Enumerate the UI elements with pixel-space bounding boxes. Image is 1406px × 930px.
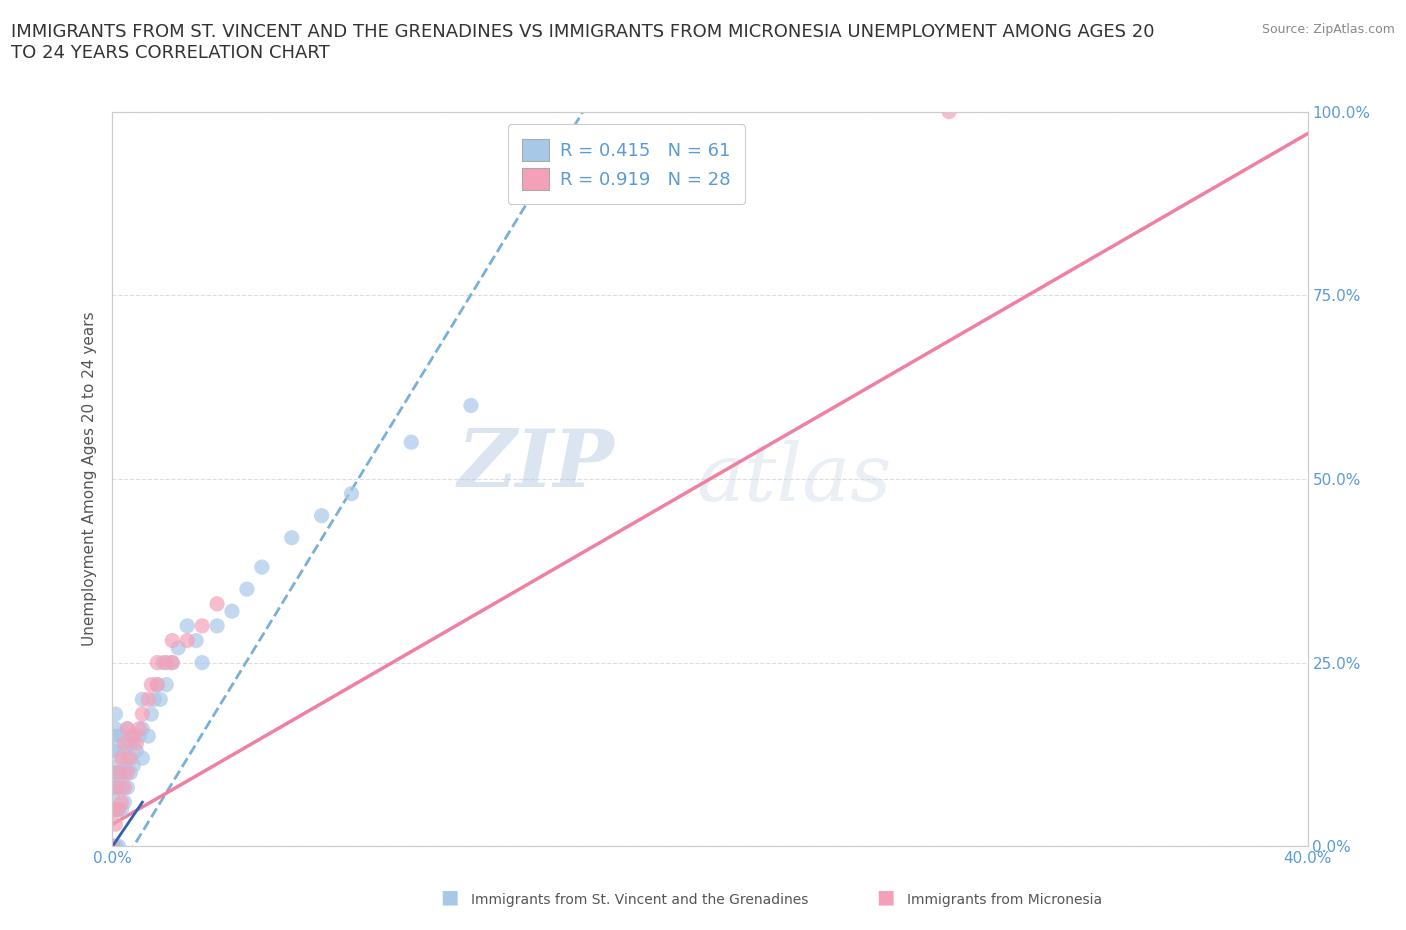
Point: [281, 530, 304, 545]
Point: [162, 633, 183, 648]
Point: [114, 780, 135, 795]
Y-axis label: Unemployment Among Ages 20 to 24 years: Unemployment Among Ages 20 to 24 years: [82, 312, 97, 646]
Point: [120, 765, 142, 780]
Point: [104, 722, 127, 737]
Point: [191, 618, 214, 633]
Point: [107, 765, 129, 780]
Point: [236, 582, 259, 597]
Point: [101, 743, 124, 758]
Point: [110, 765, 132, 780]
Point: [221, 604, 243, 618]
Point: [104, 802, 127, 817]
Point: [146, 656, 169, 671]
Point: [131, 707, 153, 722]
Point: [340, 486, 363, 501]
Point: [114, 736, 135, 751]
Point: [107, 729, 129, 744]
Point: [117, 780, 139, 795]
Point: [125, 736, 148, 751]
Point: [104, 780, 127, 795]
Point: [104, 780, 127, 795]
Point: [155, 677, 177, 692]
Text: atlas: atlas: [696, 440, 891, 518]
Point: [250, 560, 273, 575]
Point: [125, 743, 148, 758]
Point: [107, 839, 129, 854]
Text: ■: ■: [440, 888, 460, 907]
Point: [146, 677, 169, 692]
Point: [101, 788, 124, 803]
Point: [205, 618, 228, 633]
Point: [162, 656, 183, 671]
Point: [101, 839, 124, 854]
Point: [205, 596, 228, 611]
Point: [128, 729, 150, 744]
Point: [104, 743, 127, 758]
Point: [167, 641, 190, 656]
Point: [120, 751, 142, 765]
Text: ZIP: ZIP: [457, 426, 614, 503]
Point: [162, 656, 183, 671]
Point: [131, 722, 153, 737]
Point: [141, 707, 163, 722]
Point: [141, 677, 163, 692]
Text: Immigrants from Micronesia: Immigrants from Micronesia: [907, 893, 1102, 907]
Point: [938, 104, 960, 119]
Point: [143, 692, 166, 707]
Text: IMMIGRANTS FROM ST. VINCENT AND THE GRENADINES VS IMMIGRANTS FROM MICRONESIA UNE: IMMIGRANTS FROM ST. VINCENT AND THE GREN…: [11, 23, 1154, 62]
Point: [176, 633, 198, 648]
Point: [117, 751, 139, 765]
Point: [101, 765, 124, 780]
Point: [104, 817, 127, 831]
Point: [186, 633, 208, 648]
Point: [104, 707, 127, 722]
Point: [101, 839, 124, 854]
Point: [101, 839, 124, 854]
Point: [152, 656, 174, 671]
Point: [107, 802, 129, 817]
Point: [107, 758, 129, 773]
Point: [311, 508, 333, 523]
Point: [120, 736, 142, 751]
Point: [131, 692, 153, 707]
Point: [122, 729, 145, 744]
Point: [191, 656, 214, 671]
Point: [138, 729, 160, 744]
Legend: R = 0.415   N = 61, R = 0.919   N = 28: R = 0.415 N = 61, R = 0.919 N = 28: [508, 125, 745, 205]
Point: [117, 722, 139, 737]
Point: [117, 765, 139, 780]
Point: [128, 722, 150, 737]
Text: ■: ■: [876, 888, 896, 907]
Point: [138, 692, 160, 707]
Point: [110, 780, 132, 795]
Point: [176, 618, 198, 633]
Point: [114, 765, 135, 780]
Point: [110, 751, 132, 765]
Point: [110, 729, 132, 744]
Point: [110, 795, 132, 810]
Point: [114, 795, 135, 810]
Point: [107, 780, 129, 795]
Point: [114, 743, 135, 758]
Point: [104, 839, 127, 854]
Point: [149, 692, 172, 707]
Point: [155, 656, 177, 671]
Point: [101, 802, 124, 817]
Point: [107, 802, 129, 817]
Point: [104, 765, 127, 780]
Point: [122, 729, 145, 744]
Text: Immigrants from St. Vincent and the Grenadines: Immigrants from St. Vincent and the Gren…: [471, 893, 808, 907]
Point: [131, 751, 153, 765]
Point: [110, 802, 132, 817]
Point: [146, 677, 169, 692]
Text: Source: ZipAtlas.com: Source: ZipAtlas.com: [1261, 23, 1395, 36]
Point: [401, 435, 423, 450]
Point: [101, 802, 124, 817]
Point: [460, 398, 482, 413]
Point: [101, 729, 124, 744]
Point: [101, 839, 124, 854]
Point: [117, 722, 139, 737]
Point: [122, 758, 145, 773]
Point: [104, 839, 127, 854]
